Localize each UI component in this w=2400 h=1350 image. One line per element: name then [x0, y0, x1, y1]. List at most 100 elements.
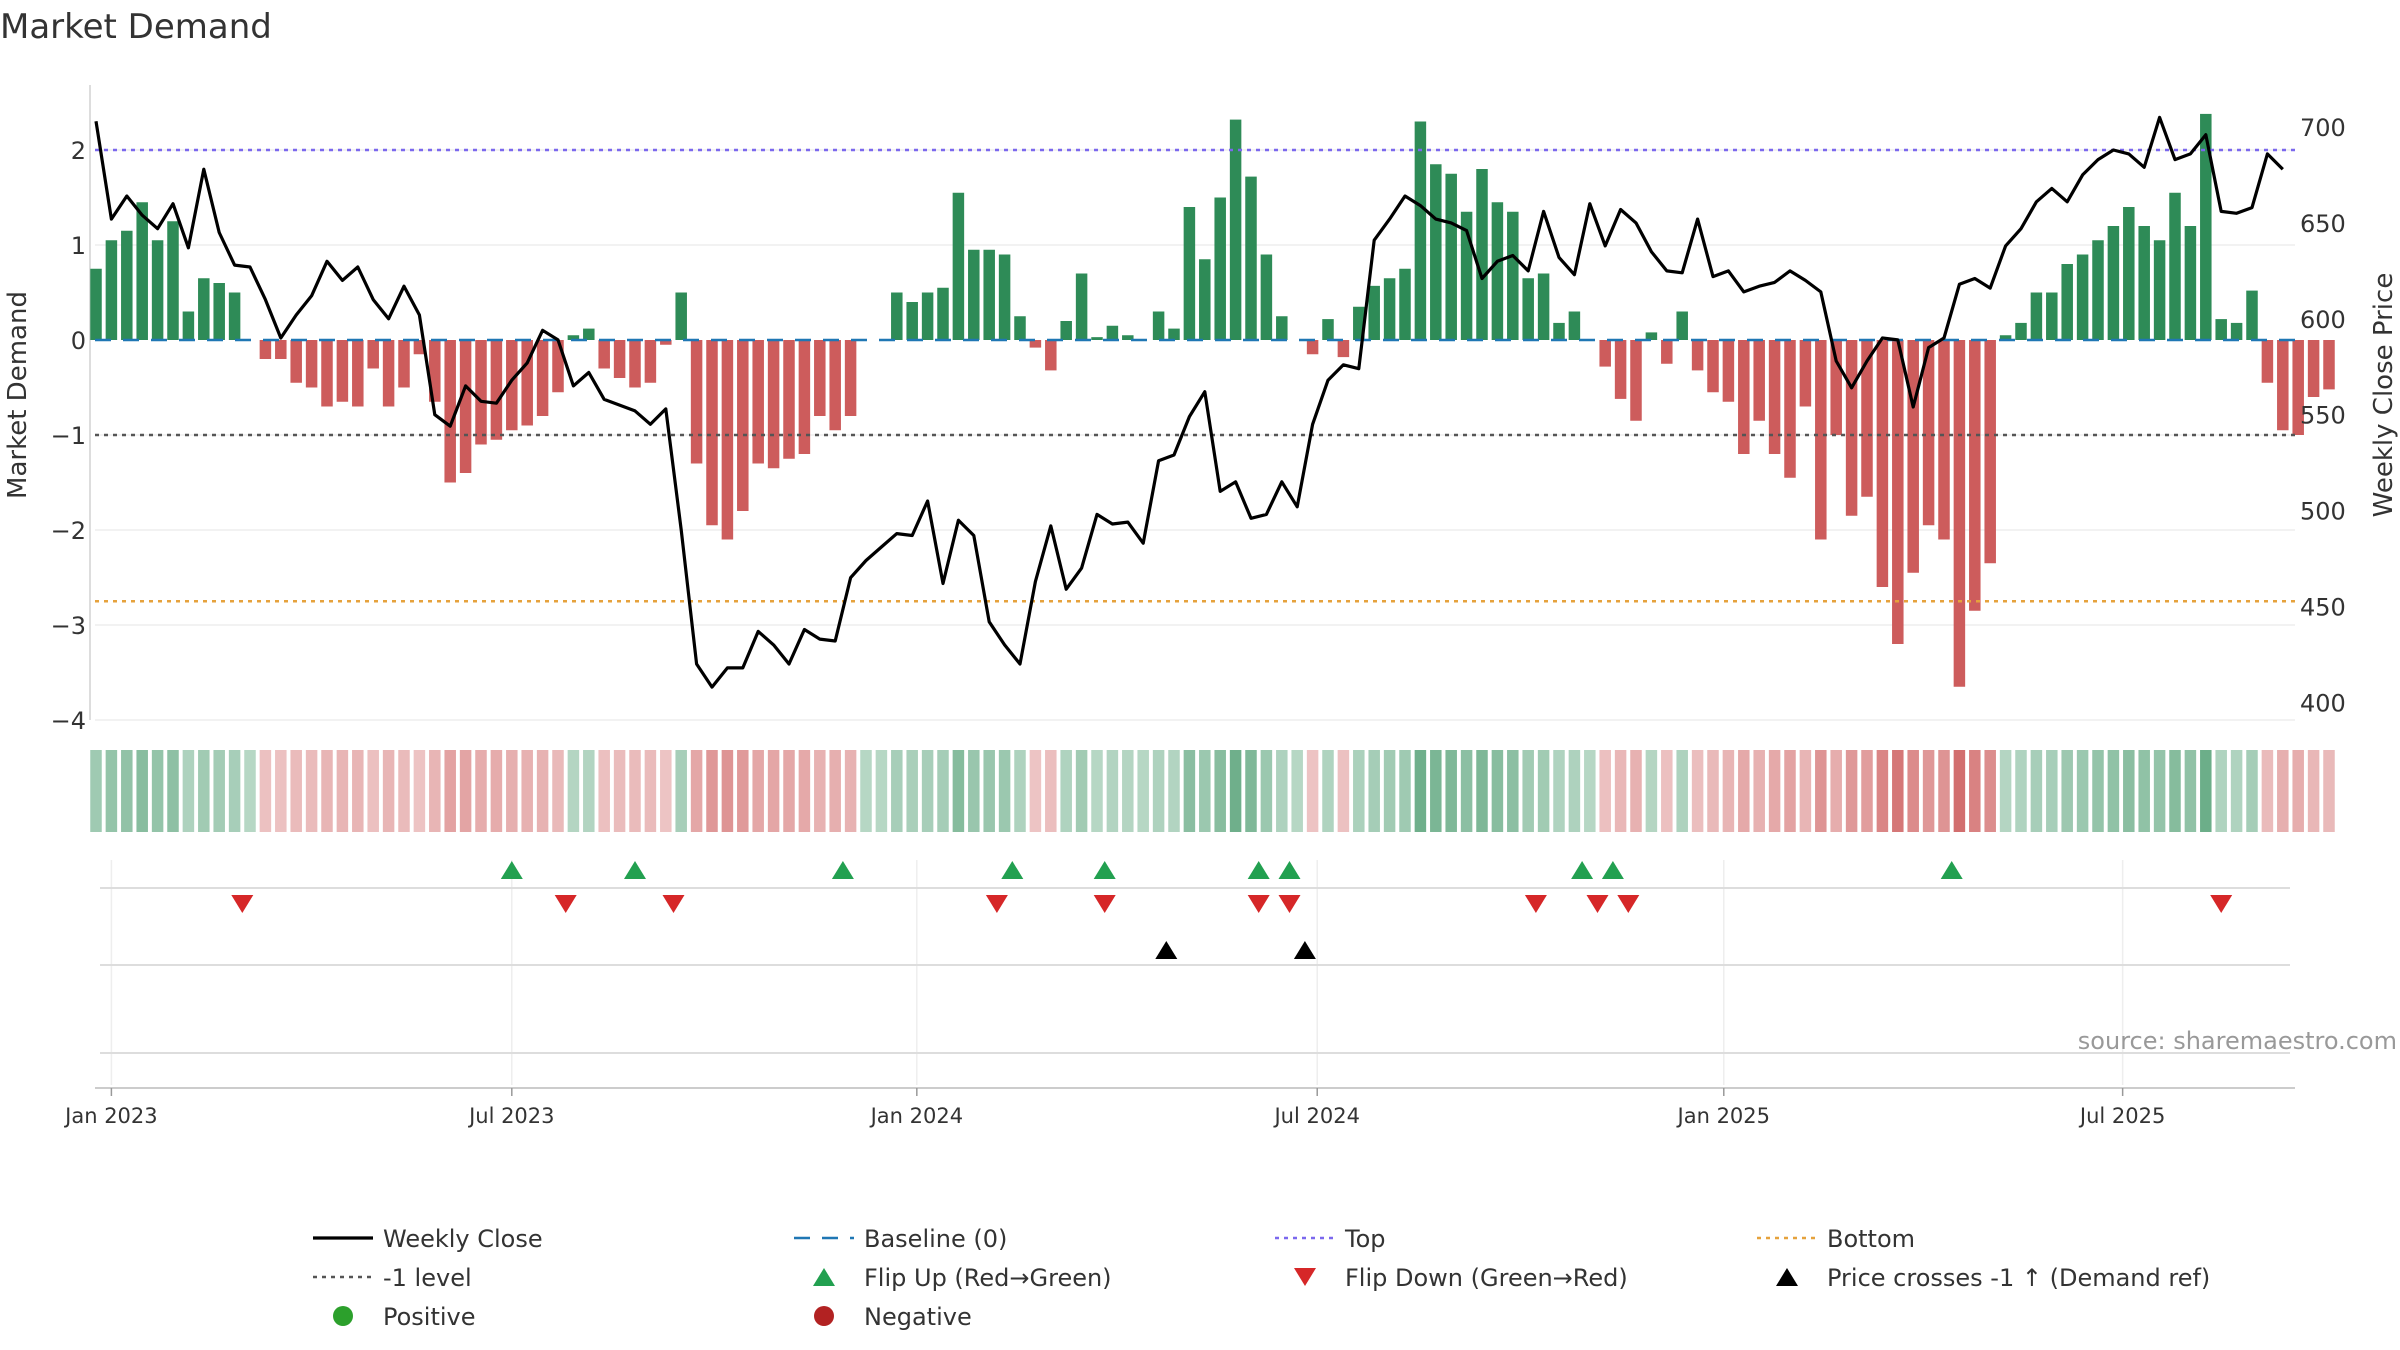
demand-bar — [1645, 332, 1658, 340]
demand-bar — [1691, 340, 1704, 371]
strip-cell — [844, 750, 857, 832]
strip-cell — [1799, 750, 1812, 832]
weekly-close-series — [94, 115, 2284, 689]
strip-cell — [275, 750, 287, 832]
strip-cell — [1892, 750, 1904, 832]
demand-bar — [1876, 340, 1889, 587]
strip-cell — [644, 750, 657, 832]
strip-cell — [1537, 750, 1550, 832]
strip-cell — [259, 750, 272, 832]
strip-cell — [1430, 750, 1442, 832]
demand-bar — [506, 340, 518, 431]
demand-bar — [1091, 337, 1103, 340]
y-tick-right: 450 — [2300, 594, 2346, 622]
strip-cell — [814, 750, 826, 832]
legend-item: Flip Down (Green→Red) — [1294, 1264, 1628, 1292]
demand-bar — [2107, 226, 2120, 340]
demand-bar — [2246, 290, 2258, 340]
demand-bar — [598, 340, 610, 369]
demand-bar — [1553, 322, 1565, 340]
demand-bar — [1753, 340, 1765, 421]
strip-cell — [1876, 750, 1889, 832]
demand-bar — [2215, 319, 2227, 340]
y-tick-right: 500 — [2300, 498, 2346, 526]
event-markers — [231, 861, 2233, 959]
demand-bar — [167, 221, 179, 340]
demand-bar — [90, 268, 102, 340]
demand-bar — [1907, 340, 1919, 573]
demand-bar — [1999, 335, 2012, 340]
strip-cell — [1199, 750, 1211, 832]
demand-bar — [906, 302, 918, 340]
demand-bar — [490, 340, 503, 440]
strip-cell — [1152, 750, 1165, 832]
strip-cell — [706, 750, 718, 832]
demand-bar — [1845, 340, 1858, 516]
strip-cell — [629, 750, 641, 832]
strip-cell — [598, 750, 610, 832]
strip-cell — [1614, 750, 1627, 832]
strip-cell — [1830, 750, 1842, 832]
strip-cell — [321, 750, 333, 832]
strip-cell — [182, 750, 195, 832]
strip-cell — [1122, 750, 1134, 832]
demand-bar — [182, 311, 195, 340]
y-tick-right: 700 — [2300, 114, 2346, 142]
strip-cell — [752, 750, 764, 832]
demand-bar — [706, 340, 718, 526]
strip-cell — [1491, 750, 1504, 832]
price-cross-marker — [1293, 941, 1316, 959]
demand-bar — [1599, 340, 1611, 367]
demand-bar — [1799, 340, 1812, 407]
y-tick-left: 0 — [71, 327, 86, 355]
demand-bar — [459, 340, 472, 473]
strip-cell — [1553, 750, 1565, 832]
strip-cell — [767, 750, 780, 832]
strip-cell — [1768, 750, 1781, 832]
strip-cell — [1183, 750, 1196, 832]
strip-cell — [305, 750, 318, 832]
strip-cell — [783, 750, 795, 832]
y-tick-right: 550 — [2300, 402, 2346, 430]
demand-bar — [1784, 340, 1796, 478]
demand-bar — [968, 249, 980, 340]
axis-ticks: 2 1 0 −1 −2 −3 −4 700 650 600 550 500 450 400 Jan 2023… — [51, 114, 2346, 1128]
strip-cell — [506, 750, 518, 832]
demand-bar — [275, 340, 287, 359]
strip-cell — [1784, 750, 1796, 832]
strip-cell — [490, 750, 503, 832]
strip-cell — [2215, 750, 2227, 832]
y-tick-right: 650 — [2300, 210, 2346, 238]
strip-cell — [1922, 750, 1935, 832]
demand-bar — [1353, 306, 1365, 340]
demand-bar — [1614, 340, 1627, 399]
strip-cell — [2200, 750, 2212, 832]
heatmap-strip — [90, 750, 2335, 832]
demand-bar — [1245, 176, 1257, 340]
strip-cell — [2277, 750, 2289, 832]
flip-down-marker — [1586, 895, 1609, 913]
strip-cell — [906, 750, 918, 832]
strip-cell — [552, 750, 564, 832]
demand-bar — [1707, 340, 1719, 393]
flip-down-marker — [1617, 895, 1640, 913]
demand-bar — [1122, 335, 1134, 340]
demand-bar — [198, 278, 210, 340]
strip-cell — [1168, 750, 1180, 832]
demand-bar — [2076, 254, 2089, 340]
legend-swatch — [814, 1306, 834, 1326]
strip-cell — [475, 750, 487, 832]
demand-bar — [2277, 340, 2289, 431]
strip-cell — [1984, 750, 1996, 832]
strip-cell — [660, 750, 672, 832]
strip-cell — [167, 750, 179, 832]
strip-cell — [1091, 750, 1103, 832]
strip-cell — [937, 750, 949, 832]
strip-cell — [875, 750, 888, 832]
demand-bar — [1830, 340, 1842, 435]
strip-cell — [1691, 750, 1704, 832]
legend-label: Flip Down (Green→Red) — [1345, 1264, 1628, 1292]
demand-bar — [1738, 340, 1750, 454]
demand-bar — [1969, 340, 1981, 611]
strip-cell — [2292, 750, 2304, 832]
